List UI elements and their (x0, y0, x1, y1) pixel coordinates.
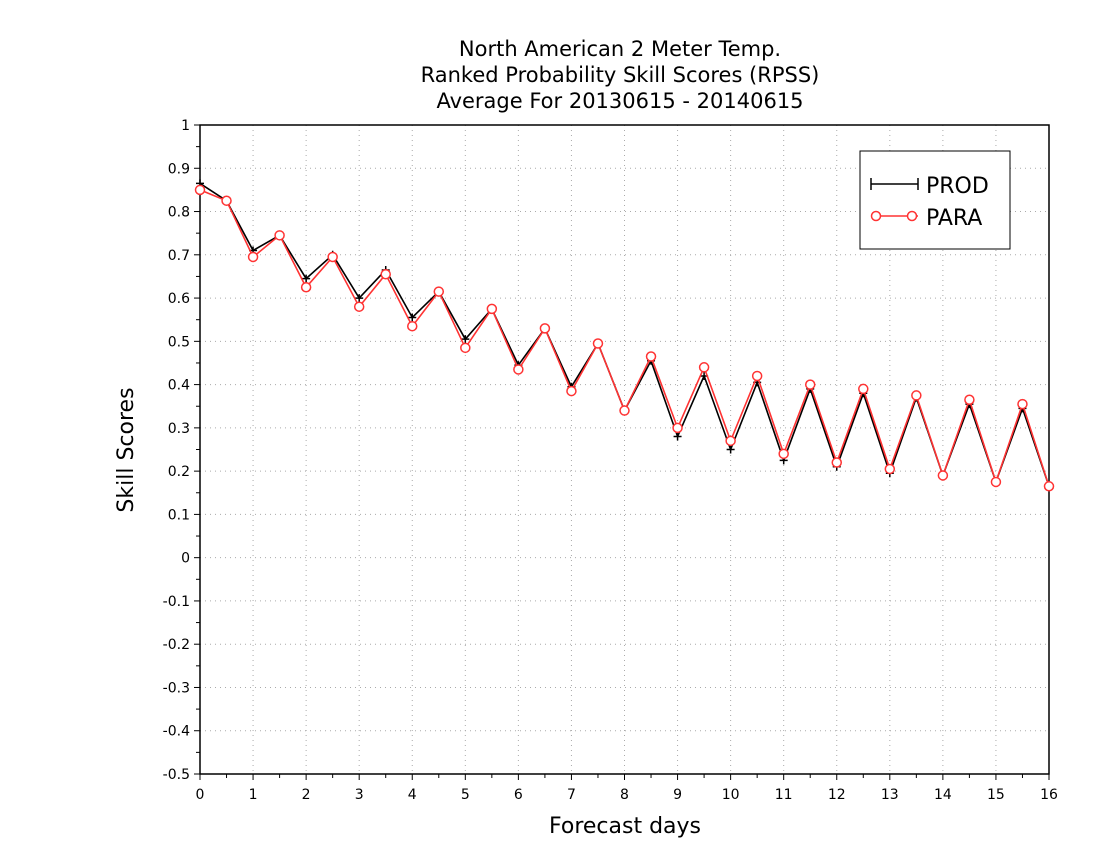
point-para (592, 338, 604, 349)
legend-box (859, 150, 1011, 250)
y-tick-label: -0.1 (163, 594, 190, 610)
point-para (433, 286, 445, 297)
y-tick-label: 0.9 (168, 161, 190, 177)
x-tick-label: 13 (881, 787, 899, 803)
point-para (698, 362, 710, 373)
point-prod (726, 445, 735, 454)
point-para (858, 383, 869, 395)
point-para (353, 301, 365, 312)
grid (200, 125, 1049, 774)
legend-circle-icon (870, 210, 882, 222)
x-tick-label: 12 (828, 787, 846, 803)
y-tick-label: -0.3 (163, 680, 190, 696)
axis-ticks: 0 1 2 3 4 5 6 7 8 9 10 11 12 13 14 15 1610.90.80.70.60.5… (163, 118, 1058, 803)
y-tick-label: -0.5 (163, 767, 190, 783)
legend: PROD PARA (859, 150, 1011, 250)
point-para (831, 457, 842, 468)
point-prod (461, 335, 470, 344)
point-para (247, 251, 259, 263)
point-para (513, 364, 524, 375)
point-para (725, 435, 736, 447)
legend-item-prod: PROD (870, 174, 989, 199)
point-para (539, 323, 551, 334)
x-tick-label: 1 (249, 787, 258, 803)
legend-plus-icon (870, 178, 919, 190)
point-para (380, 269, 391, 280)
x-tick-label: 15 (987, 787, 1005, 803)
point-para (407, 320, 418, 332)
y-tick-label: 0.8 (168, 205, 190, 221)
point-para (804, 379, 816, 390)
point-para (1017, 398, 1028, 410)
y-tick-label: 0.2 (168, 464, 190, 480)
y-tick-label: 0.5 (168, 334, 190, 350)
y-tick-label: 0.3 (168, 421, 190, 437)
legend-item-para: PARA (870, 206, 982, 231)
x-tick-label: 2 (302, 787, 311, 803)
point-para (990, 476, 1002, 488)
x-tick-label: 14 (934, 787, 952, 803)
point-para (964, 394, 975, 405)
point-prod (302, 274, 311, 283)
point-para (911, 390, 922, 401)
point-para (1043, 481, 1055, 492)
x-tick-label: 7 (567, 787, 576, 803)
y-tick-label: -0.4 (163, 724, 190, 740)
y-tick-label: 1 (181, 118, 190, 134)
x-tick-label: 16 (1040, 787, 1058, 803)
point-prod (408, 313, 417, 322)
point-para (460, 342, 471, 354)
y-tick-label: 0.1 (168, 507, 190, 523)
x-tick-label: 10 (722, 787, 740, 803)
point-para (751, 370, 763, 382)
y-tick-label: 0.4 (168, 378, 190, 394)
x-tick-label: 4 (408, 787, 417, 803)
legend-label-para: PARA (926, 206, 982, 231)
x-tick-label: 3 (355, 787, 364, 803)
chart-title-line-3: Average For 20130615 - 20140615 (436, 89, 804, 113)
x-tick-label: 8 (620, 787, 629, 803)
point-para (672, 422, 683, 434)
legend-label-prod: PROD (926, 174, 989, 199)
point-para (274, 230, 285, 241)
point-para (937, 470, 949, 481)
y-axis-label: Skill Scores (114, 387, 139, 512)
point-para (300, 282, 312, 293)
point-para (884, 463, 896, 475)
x-tick-label: 6 (514, 787, 523, 803)
point-para (221, 195, 232, 206)
point-prod (673, 432, 682, 441)
chart-title-line-2: Ranked Probability Skill Scores (RPSS) (420, 63, 820, 87)
y-tick-label: 0.7 (168, 248, 190, 264)
series-group (194, 179, 1055, 492)
point-para (327, 251, 338, 263)
x-tick-label: 11 (775, 787, 793, 803)
y-tick-label: 0 (181, 551, 190, 567)
legend-circle-icon (906, 210, 918, 222)
y-tick-label: -0.2 (163, 637, 190, 653)
x-tick-label: 5 (461, 787, 470, 803)
point-prod (355, 294, 364, 303)
point-para (486, 303, 498, 315)
chart-title-line-1: North American 2 Meter Temp. (458, 37, 782, 61)
point-para (194, 184, 206, 196)
point-para (778, 448, 789, 460)
point-para (645, 351, 657, 362)
y-tick-label: 0.6 (168, 291, 190, 307)
x-tick-label: 9 (673, 787, 682, 803)
point-para (566, 385, 577, 397)
point-para (619, 405, 630, 416)
x-tick-label: 0 (196, 787, 205, 803)
x-axis-label: Forecast days (549, 814, 701, 839)
